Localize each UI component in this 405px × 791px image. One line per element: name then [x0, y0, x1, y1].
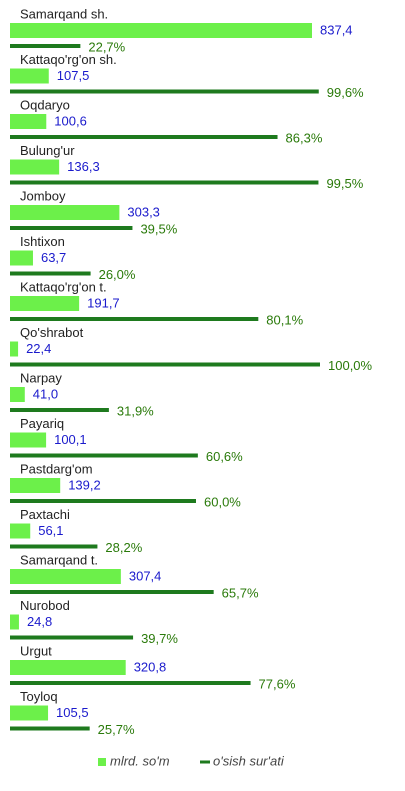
value-label: 60,0% — [204, 494, 241, 509]
bar — [10, 205, 120, 220]
bar — [10, 250, 33, 266]
bar — [10, 387, 25, 402]
growth-bar — [10, 544, 98, 549]
value-label: 22,7% — [88, 39, 125, 54]
value-label: 22,4 — [26, 341, 51, 356]
value-label: 80,1% — [266, 312, 303, 327]
value-label: 837,4 — [320, 22, 353, 37]
category-label: Paxtachi — [20, 507, 70, 522]
growth-bar — [10, 271, 91, 276]
bar — [10, 341, 19, 357]
category-label: Samarqand t. — [20, 552, 98, 567]
category-label: Bulung'ur — [20, 143, 75, 158]
category-label: Narpay — [20, 370, 62, 385]
growth-bar — [10, 635, 134, 640]
bar — [10, 705, 49, 721]
category-label: Kattaqo'rg'on sh. — [20, 52, 117, 67]
growth-bar — [10, 408, 109, 412]
category-label: Nurobod — [20, 598, 70, 613]
category-label: Toyloq — [20, 689, 58, 704]
bar — [10, 23, 312, 38]
growth-bar — [10, 726, 90, 731]
growth-bar — [10, 317, 259, 321]
growth-bar — [10, 135, 278, 139]
growth-bar — [10, 453, 198, 458]
growth-bar — [10, 89, 319, 94]
value-label: 26,0% — [99, 267, 136, 282]
legend-swatch — [200, 760, 210, 764]
value-label: 100,0% — [328, 358, 373, 373]
value-label: 60,6% — [206, 449, 243, 464]
value-label: 307,4 — [129, 568, 162, 583]
bar — [10, 614, 19, 630]
bar — [10, 660, 126, 675]
value-label: 136,3 — [67, 159, 100, 174]
bar — [10, 523, 31, 539]
value-label: 100,1 — [54, 432, 87, 447]
growth-bar — [10, 590, 214, 594]
value-label: 39,7% — [141, 631, 178, 646]
value-label: 28,2% — [105, 540, 142, 555]
growth-bar — [10, 362, 320, 367]
growth-bar — [10, 44, 81, 48]
category-label: Pastdarg'om — [20, 461, 93, 476]
value-label: 77,6% — [259, 676, 296, 691]
bar — [10, 432, 47, 448]
value-label: 303,3 — [127, 204, 160, 219]
value-label: 320,8 — [134, 659, 167, 674]
value-label: 191,7 — [87, 295, 120, 310]
category-label: Ishtixon — [20, 234, 65, 249]
legend-label: o'sish sur'ati — [213, 753, 285, 768]
category-label: Urgut — [20, 643, 52, 658]
growth-bar — [10, 499, 196, 503]
value-label: 139,2 — [68, 477, 101, 492]
value-label: 99,6% — [327, 85, 364, 100]
value-label: 86,3% — [286, 130, 323, 145]
legend-label: mlrd. so'm — [110, 753, 170, 768]
category-label: Qo'shrabot — [20, 325, 84, 340]
bar — [10, 569, 121, 584]
growth-bar — [10, 681, 251, 685]
category-label: Payariq — [20, 416, 64, 431]
growth-bar — [10, 180, 319, 185]
category-label: Jomboy — [20, 188, 66, 203]
bar — [10, 68, 49, 84]
category-label: Oqdaryo — [20, 97, 70, 112]
legend-swatch — [98, 758, 106, 766]
bar — [10, 159, 60, 175]
value-label: 39,5% — [140, 221, 177, 236]
category-label: Samarqand sh. — [20, 6, 108, 21]
value-label: 25,7% — [98, 722, 135, 737]
value-label: 100,6 — [54, 113, 87, 128]
value-label: 65,7% — [222, 585, 259, 600]
value-label: 105,5 — [56, 705, 89, 720]
value-label: 31,9% — [117, 403, 154, 418]
value-label: 56,1 — [38, 523, 63, 538]
value-label: 41,0 — [33, 386, 58, 401]
bar — [10, 114, 47, 129]
bar — [10, 296, 80, 311]
growth-bar — [10, 226, 133, 230]
value-label: 107,5 — [57, 68, 90, 83]
bar — [10, 478, 61, 493]
category-label: Kattaqo'rg'on t. — [20, 279, 107, 294]
value-label: 99,5% — [326, 176, 363, 191]
value-label: 63,7 — [41, 250, 66, 265]
value-label: 24,8 — [27, 614, 52, 629]
